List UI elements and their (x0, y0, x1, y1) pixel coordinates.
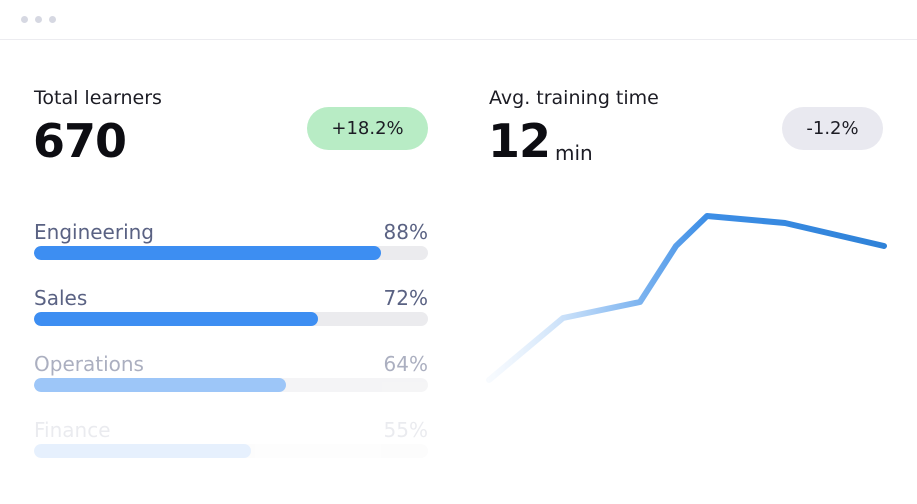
department-name: Finance (34, 418, 111, 442)
department-percent: 55% (383, 418, 428, 442)
window-dot (49, 16, 56, 23)
sparkline (486, 213, 887, 383)
department-row: Sales 72% (34, 286, 428, 346)
change-badge: -1.2% (782, 107, 883, 150)
metric-label: Total learners (34, 87, 162, 109)
department-percent: 72% (383, 286, 428, 310)
metric-value: 670 (33, 114, 127, 168)
department-row: Engineering 88% (34, 220, 428, 280)
department-percent: 88% (383, 220, 428, 244)
progress-track (34, 312, 428, 326)
department-name: Engineering (34, 220, 154, 244)
change-badge: +18.2% (307, 107, 428, 150)
progress-track (34, 246, 428, 260)
progress-bar (34, 378, 287, 392)
progress-track (34, 444, 428, 458)
department-row: Finance 55% (34, 418, 428, 478)
metric-value: 12 (488, 114, 551, 168)
metric-unit: min (555, 141, 593, 165)
progress-bar (34, 312, 318, 326)
progress-bar (34, 444, 251, 458)
progress-track (34, 378, 428, 392)
divider (0, 39, 917, 40)
department-name: Operations (34, 352, 144, 376)
department-row: Operations 64% (34, 352, 428, 412)
metric-label: Avg. training time (489, 87, 659, 109)
department-name: Sales (34, 286, 88, 310)
progress-bar (34, 246, 381, 260)
window-dot (35, 16, 42, 23)
department-percent: 64% (383, 352, 428, 376)
window-dot (21, 16, 28, 23)
